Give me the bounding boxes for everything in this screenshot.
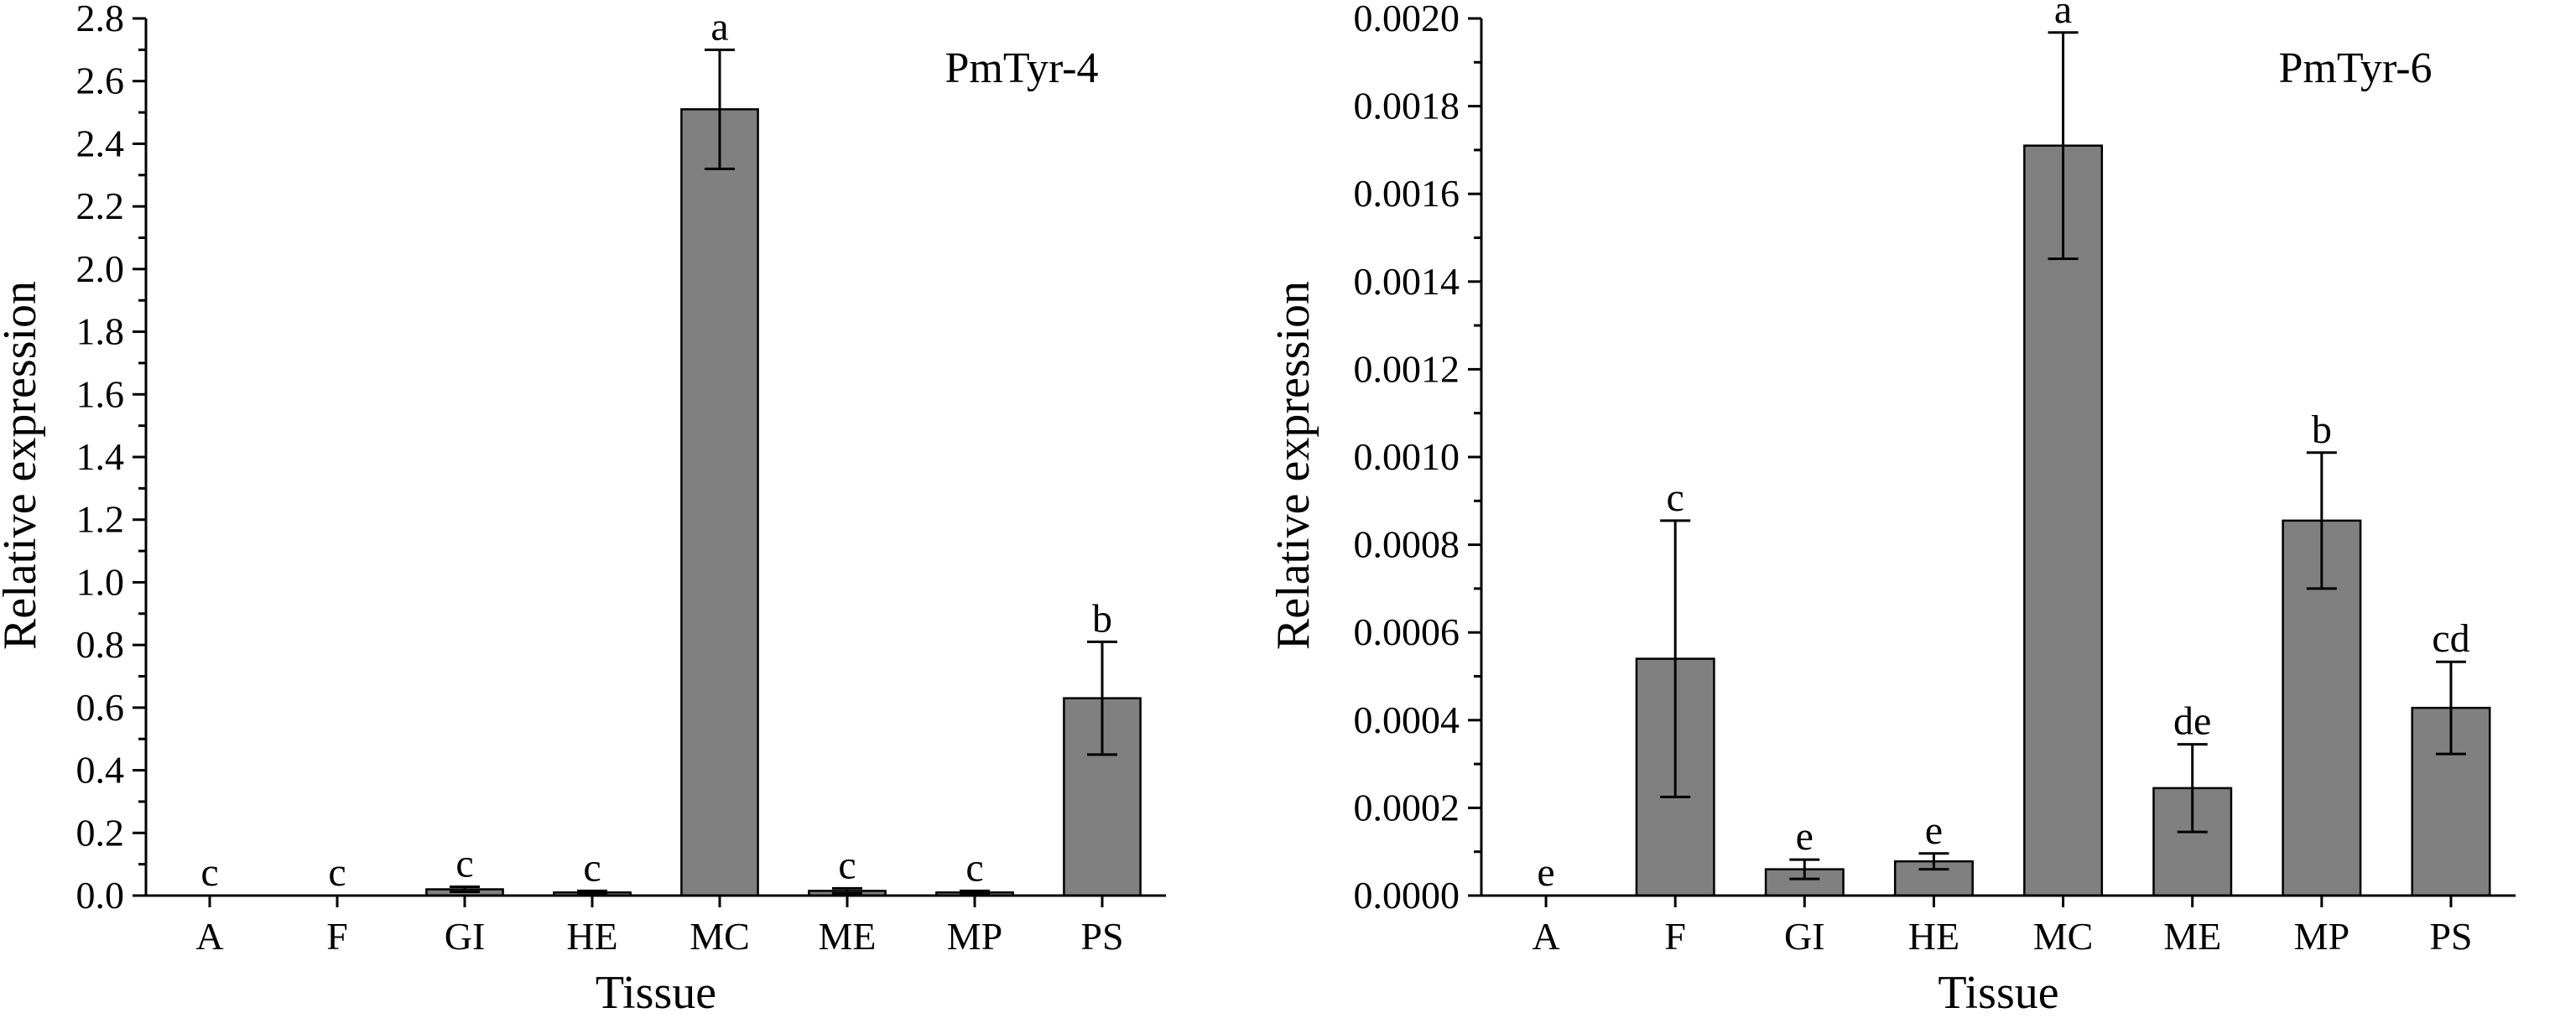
bar-mc — [680, 108, 759, 897]
y-tick-label: 0.0010 — [1354, 435, 1460, 478]
x-tick-label-mp: MP — [947, 915, 1002, 958]
y-tick-label: 2.4 — [76, 122, 125, 164]
significance-label-f: c — [1667, 475, 1684, 520]
chart-panel-pmtyr-6: eAcFeGIeHEaMCdeMEbMPcdPS0.00000.00020.00… — [1267, 0, 2516, 1018]
x-tick-label-a: A — [195, 915, 223, 958]
error-bar-ps — [2435, 660, 2466, 756]
significance-label-mp: c — [965, 845, 983, 890]
x-tick-label-mp: MP — [2294, 915, 2350, 958]
y-tick-label: 1.0 — [76, 560, 125, 603]
y-axis-title: Relative expression — [0, 281, 46, 650]
significance-label-mp: b — [2312, 408, 2332, 452]
error-bar-f — [1660, 519, 1691, 798]
x-axis-title: Tissue — [596, 967, 716, 1018]
x-tick-label-f: F — [326, 915, 348, 958]
error-bar-mc — [2048, 31, 2079, 261]
error-bar-me — [832, 886, 862, 895]
y-tick-label: 0.0018 — [1354, 85, 1460, 127]
x-tick-label-mc: MC — [690, 915, 750, 958]
y-tick-label: 1.2 — [76, 498, 125, 541]
significance-label-gi: c — [455, 842, 473, 886]
error-bar-mp — [960, 889, 990, 896]
significance-label-he: e — [1925, 808, 1943, 853]
x-tick-label-gi: GI — [1784, 915, 1825, 958]
y-tick-label: 0.8 — [76, 623, 125, 666]
x-tick-label-mc: MC — [2033, 915, 2094, 958]
y-tick-label: 1.4 — [76, 435, 125, 478]
y-tick-label: 0.0000 — [1354, 874, 1460, 917]
error-bar-mp — [2306, 451, 2337, 590]
y-tick-label: 2.8 — [76, 0, 125, 39]
error-bar-he — [577, 889, 607, 896]
significance-label-mc: a — [2054, 0, 2072, 32]
y-tick-label: 1.6 — [76, 372, 125, 415]
error-bar-ps — [1087, 640, 1117, 756]
significance-label-gi: e — [1796, 814, 1814, 859]
chart-panel-pmtyr-4: cAcFcGIcHEaMCcMEcMPbPS0.00.20.40.60.81.0… — [0, 0, 1166, 1018]
x-tick-label-he: HE — [1908, 915, 1959, 958]
x-tick-label-he: HE — [566, 915, 617, 958]
y-tick-label: 1.8 — [76, 310, 125, 353]
error-bar-me — [2177, 743, 2208, 834]
panel-title: PmTyr-4 — [945, 44, 1098, 92]
x-tick-label-me: ME — [2163, 915, 2221, 958]
y-tick-label: 0.2 — [76, 811, 125, 854]
y-tick-label: 0.0012 — [1354, 347, 1460, 390]
error-bar-mc — [705, 48, 735, 170]
y-tick-label: 0.6 — [76, 686, 125, 729]
y-tick-label: 0.0008 — [1354, 523, 1460, 566]
x-tick-label-ps: PS — [2429, 915, 2472, 958]
y-tick-label: 0.0006 — [1354, 610, 1460, 653]
error-bar-he — [1918, 852, 1949, 871]
y-tick-label: 2.0 — [76, 247, 125, 290]
y-tick-label: 0.4 — [76, 749, 125, 792]
y-tick-label: 0.0014 — [1354, 260, 1460, 303]
significance-label-f: c — [328, 850, 346, 895]
y-tick-label: 0.0 — [76, 874, 125, 917]
significance-label-me: de — [2173, 699, 2211, 744]
significance-label-ps: b — [1092, 596, 1112, 641]
x-axis-title: Tissue — [1938, 967, 2058, 1018]
significance-label-a: c — [200, 850, 218, 895]
error-bar-gi — [1789, 858, 1820, 880]
significance-label-he: c — [583, 845, 601, 890]
y-tick-label: 0.0016 — [1354, 172, 1460, 215]
error-bar-gi — [450, 886, 480, 894]
x-tick-label-me: ME — [819, 915, 877, 958]
bar-mc — [2023, 144, 2104, 897]
y-tick-label: 2.2 — [76, 184, 125, 227]
y-axis-title: Relative expression — [1267, 281, 1319, 650]
significance-label-ps: cd — [2432, 616, 2469, 661]
y-tick-label: 0.0020 — [1354, 0, 1460, 39]
y-tick-label: 0.0002 — [1354, 786, 1460, 828]
significance-label-mc: a — [710, 4, 728, 49]
x-tick-label-gi: GI — [445, 915, 486, 958]
x-tick-label-ps: PS — [1080, 915, 1123, 958]
significance-label-a: e — [1537, 850, 1554, 895]
x-tick-label-a: A — [1532, 915, 1559, 958]
x-tick-label-f: F — [1664, 915, 1686, 958]
significance-label-me: c — [838, 843, 856, 887]
y-tick-label: 2.6 — [76, 60, 125, 102]
panel-title: PmTyr-6 — [2278, 44, 2432, 92]
y-tick-label: 0.0004 — [1354, 699, 1460, 741]
